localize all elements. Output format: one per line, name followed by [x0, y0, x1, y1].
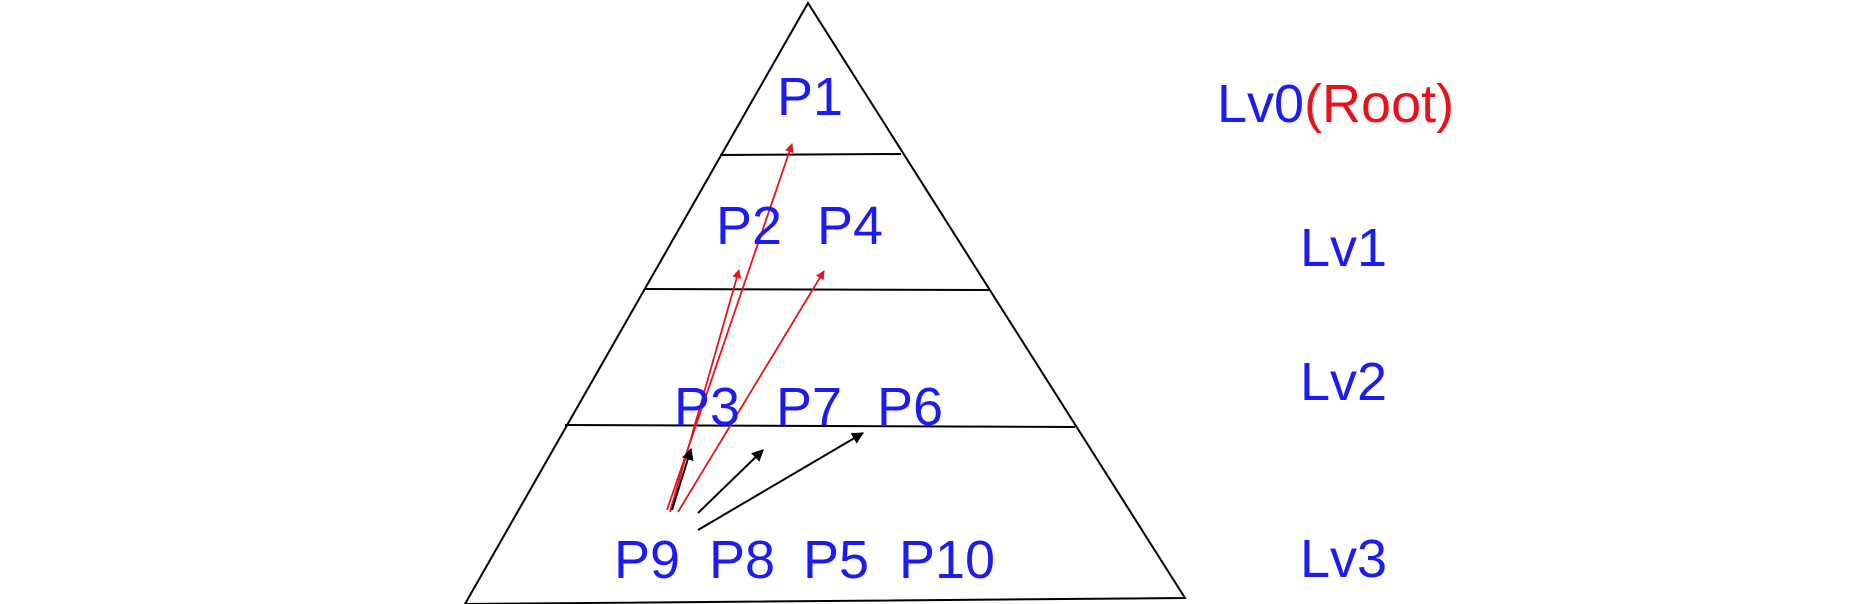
arrow-p9-to-p3 — [671, 447, 694, 511]
level-divider-lv1-lv2 — [643, 288, 990, 291]
node-p6: P6 — [877, 377, 943, 437]
level-divider-lv0-lv1 — [719, 153, 902, 156]
level-label-lv2: Lv2 — [1300, 352, 1387, 412]
arrow-p8-to-p7 — [697, 449, 764, 514]
nodes-lv3: P9 P8 P5 P10 — [614, 530, 995, 590]
node-p5: P5 — [803, 530, 869, 590]
level-label-lv1: Lv1 — [1300, 218, 1387, 278]
level-label-lv3: Lv3 — [1300, 529, 1387, 589]
node-p10: P10 — [899, 530, 995, 590]
node-p8: P8 — [709, 530, 775, 590]
node-p3: P3 — [674, 377, 740, 437]
node-p2: P2 — [716, 196, 782, 256]
level-divider-lv2-lv3 — [564, 424, 1076, 428]
level-root-suffix: (Root) — [1304, 74, 1454, 134]
arrow-p9-to-p4 — [677, 270, 825, 513]
node-p4: P4 — [817, 196, 883, 256]
nodes-lv2: P3 P7 P6 — [674, 377, 943, 437]
nodes-lv0: P1 — [777, 67, 843, 127]
level-label-lv0: Lv0(Root) — [1217, 74, 1454, 134]
nodes-lv1: P2 P4 — [716, 196, 883, 256]
arrow-p8-to-p6 — [697, 432, 865, 531]
node-p1: P1 — [777, 67, 843, 127]
node-p9: P9 — [614, 530, 680, 590]
arrow-p9-to-p2 — [669, 269, 742, 513]
pyramid-outline — [463, 1, 1187, 604]
level-name-lv0: Lv0 — [1217, 74, 1304, 134]
node-p7: P7 — [776, 377, 842, 437]
